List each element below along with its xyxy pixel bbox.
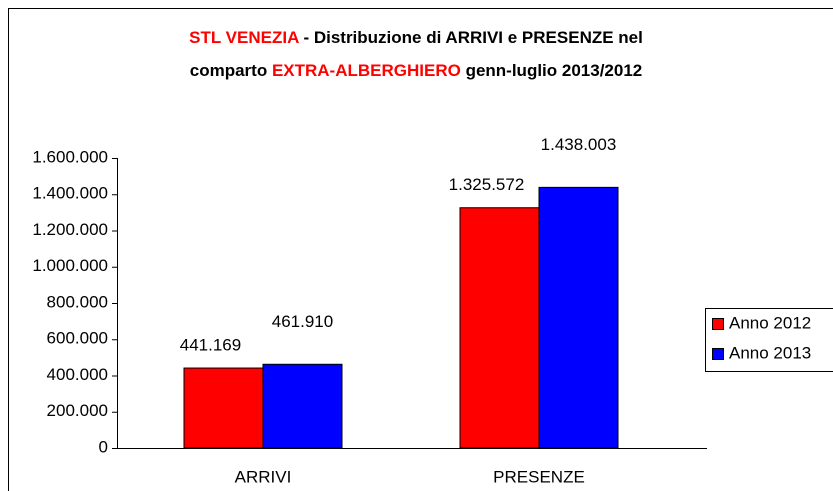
title-part: genn-luglio 2013/2012 <box>461 61 642 80</box>
y-tick-label: 200.000 <box>47 401 108 420</box>
value-label: 461.910 <box>272 312 333 331</box>
legend-label: Anno 2012 <box>729 313 811 332</box>
value-label: 441.169 <box>180 336 241 355</box>
chart-title: STL VENEZIA - Distribuzione di ARRIVI e … <box>189 28 643 47</box>
legend-swatch <box>712 318 724 330</box>
legend-box <box>705 308 833 372</box>
y-tick-label: 1.600.000 <box>32 147 108 166</box>
y-tick-label: 800.000 <box>47 292 108 311</box>
y-tick-label: 400.000 <box>47 365 108 384</box>
bar <box>459 207 540 449</box>
y-tick-label: 0 <box>99 437 108 456</box>
x-tick-label: ARRIVI <box>235 467 292 486</box>
y-tick-label: 1.000.000 <box>32 256 108 275</box>
legend-swatch <box>712 348 724 360</box>
y-tick-label: 1.200.000 <box>32 220 108 239</box>
bar <box>183 367 264 449</box>
title-part: comparto <box>190 61 272 80</box>
chart-title: comparto EXTRA-ALBERGHIERO genn-luglio 2… <box>190 61 643 80</box>
value-label: 1.438.003 <box>541 135 617 154</box>
y-tick-label: 1.400.000 <box>32 184 108 203</box>
bar <box>538 186 619 449</box>
bar <box>262 363 343 449</box>
title-part: EXTRA-ALBERGHIERO <box>272 61 461 80</box>
title-part: STL VENEZIA <box>189 28 299 47</box>
y-tick-label: 600.000 <box>47 329 108 348</box>
value-label: 1.325.572 <box>449 175 525 194</box>
x-tick-label: PRESENZE <box>493 467 585 486</box>
title-part: - Distribuzione di ARRIVI e PRESENZE nel <box>299 28 643 47</box>
chart-frame <box>8 8 833 491</box>
legend-label: Anno 2013 <box>729 343 811 362</box>
